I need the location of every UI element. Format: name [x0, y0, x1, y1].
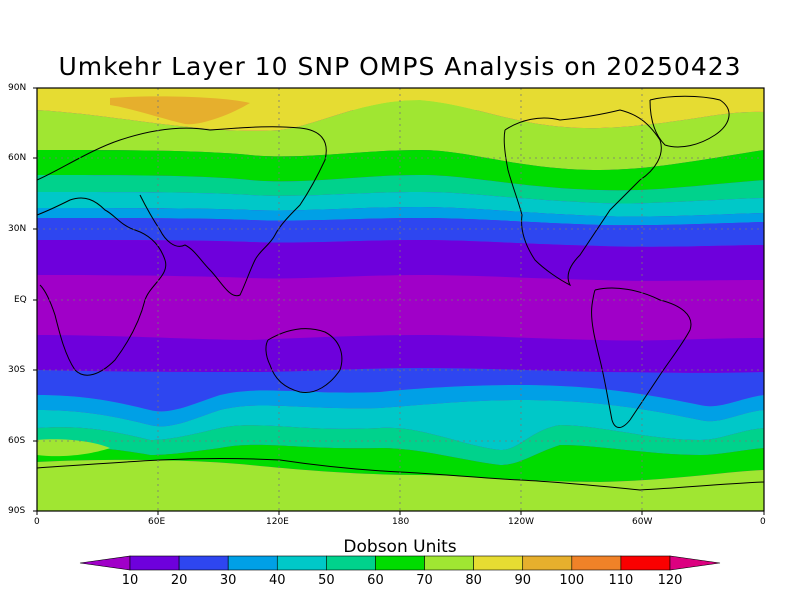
colorbar-level-label: 90 — [514, 573, 531, 588]
colorbar-swatch — [571, 555, 622, 571]
band-60n — [37, 175, 764, 204]
band-30s — [37, 385, 764, 427]
lat-label-30s: 30S — [8, 365, 26, 375]
colorbar-swatch — [473, 555, 524, 571]
band-50n — [37, 192, 764, 217]
band-30n — [37, 218, 764, 247]
colorbar-level-label: 30 — [220, 573, 237, 588]
colorbar-title: Dobson Units — [343, 537, 457, 557]
colorbar: 10 20 30 40 50 60 70 80 90 100 110 120 — [79, 555, 721, 588]
colorbar-swatch — [326, 555, 376, 571]
coast-south-america — [591, 287, 692, 428]
band-20n — [37, 240, 764, 281]
colorbar-level-label: 60 — [367, 573, 384, 588]
gridlines — [37, 88, 764, 511]
colorbar-level-label: 10 — [122, 573, 139, 588]
lat-label-eq: EQ — [14, 295, 27, 305]
lat-label-60s: 60S — [8, 436, 26, 446]
colorbar-low-arrow — [79, 555, 131, 571]
lat-label-90s: 90S — [8, 506, 26, 516]
colorbar-level-label: 110 — [608, 573, 633, 588]
colorbar-high-arrow — [669, 555, 721, 571]
lon-label-120e: 120E — [266, 517, 289, 527]
colorbar-swatch — [227, 555, 278, 571]
colorbar-swatch — [178, 555, 229, 571]
band-70s-b — [37, 439, 110, 457]
colorbar-level-label: 120 — [658, 573, 683, 588]
band-60s — [37, 444, 764, 482]
lon-label-180: 180 — [392, 517, 410, 527]
lon-label-120w: 120W — [508, 517, 535, 527]
coast-greenland — [649, 95, 730, 148]
chart-title: Umkehr Layer 10 SNP OMPS Analysis on 202… — [58, 52, 742, 81]
colorbar-swatch — [129, 555, 180, 571]
lon-label-0: 0 — [34, 517, 40, 527]
coast-africa-europe — [37, 197, 167, 376]
colorbar-level-label: 50 — [318, 573, 335, 588]
lon-label-0-east: 0 — [760, 517, 766, 527]
colorbar-swatch — [276, 555, 327, 571]
colorbar-swatch — [620, 555, 671, 571]
lat-label-60n: 60N — [8, 153, 27, 163]
coast-eurasia — [37, 126, 327, 297]
colorbar-level-label: 80 — [465, 573, 482, 588]
colorbar-swatch — [375, 555, 425, 571]
band-50s — [37, 425, 764, 465]
lon-label-60w: 60W — [632, 517, 653, 527]
ozone-field — [37, 88, 764, 511]
lon-label-60e: 60E — [148, 517, 166, 527]
band-100 — [110, 96, 250, 125]
colorbar-swatch — [522, 555, 573, 571]
band-80n — [37, 100, 764, 170]
band-70s — [37, 459, 764, 511]
band-40s — [37, 400, 764, 450]
axis-ticks — [33, 87, 765, 515]
coast-north-america — [503, 109, 662, 287]
lat-label-30n: 30N — [8, 224, 27, 234]
band-40n — [37, 207, 764, 226]
colorbar-level-label: 40 — [269, 573, 286, 588]
coast-australia — [265, 328, 343, 394]
colorbar-level-label: 70 — [416, 573, 433, 588]
colorbar-level-label: 20 — [171, 573, 188, 588]
lat-label-90n: 90N — [8, 83, 27, 93]
band-70n — [37, 150, 764, 191]
band-20s — [37, 368, 764, 412]
colorbar-level-label: 100 — [559, 573, 584, 588]
band-10s — [37, 335, 764, 373]
colorbar-swatch — [424, 555, 474, 571]
